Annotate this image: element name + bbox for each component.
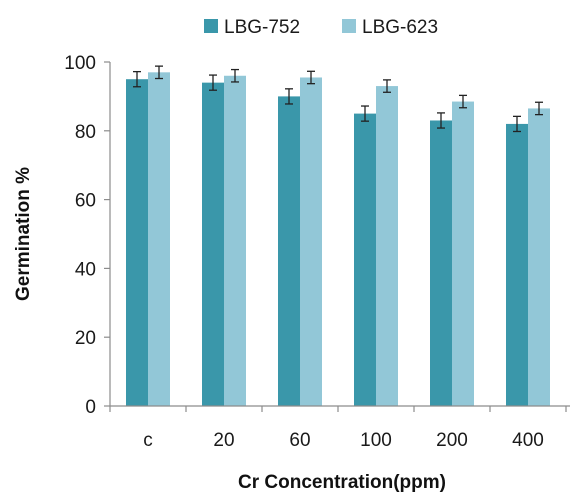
- bar-lbg-752-100: [354, 113, 376, 406]
- error-bar-lbg-623-400: [535, 101, 543, 116]
- legend-swatch-lbg-623: [342, 19, 356, 33]
- legend-swatch-lbg-752: [204, 19, 218, 33]
- error-bar-lbg-752-c: [133, 70, 141, 88]
- error-bar-lbg-752-60: [285, 88, 293, 105]
- x-tick-label-60: 60: [289, 430, 310, 451]
- bar-lbg-752-200: [430, 120, 452, 406]
- bars-group: [126, 72, 550, 407]
- axes-group: [104, 61, 570, 412]
- bar-lbg-752-c: [126, 79, 148, 406]
- bar-lbg-752-400: [506, 123, 528, 407]
- bar-lbg-623-c: [148, 72, 170, 406]
- error-bar-lbg-752-100: [361, 105, 369, 122]
- bar-lbg-752-60: [278, 96, 300, 407]
- y-tick-label-80: 80: [75, 122, 96, 143]
- error-bar-lbg-623-200: [459, 94, 467, 109]
- y-tick-label-20: 20: [75, 328, 96, 349]
- x-tick-label-100: 100: [360, 430, 392, 451]
- y-tick-label-40: 40: [75, 259, 96, 280]
- y-axis-title: Germination %: [13, 167, 34, 301]
- y-tick-labels: 0 20 40 60 80 100: [64, 53, 96, 418]
- y-tick-label-100: 100: [64, 53, 96, 74]
- x-axis-title: Cr Concentration(ppm): [238, 472, 446, 493]
- error-bar-lbg-623-60: [307, 70, 315, 85]
- error-bar-lbg-623-100: [383, 79, 391, 93]
- error-bar-lbg-752-20: [209, 74, 217, 91]
- error-bar-lbg-752-400: [513, 115, 521, 133]
- bar-lbg-623-20: [224, 75, 246, 406]
- x-tick-label-c: c: [143, 430, 153, 451]
- legend-label-lbg-752: LBG-752: [224, 17, 300, 38]
- bar-lbg-623-100: [376, 86, 398, 406]
- x-tick-label-400: 400: [512, 430, 544, 451]
- bar-lbg-623-200: [452, 101, 474, 406]
- error-bar-lbg-752-200: [437, 112, 445, 129]
- legend: LBG-752 LBG-623: [204, 17, 438, 38]
- bar-lbg-752-20: [202, 82, 224, 406]
- bar-lbg-623-60: [300, 77, 322, 406]
- y-tick-label-0: 0: [85, 397, 96, 418]
- x-tick-labels: c 20 60 100 200 400: [143, 430, 544, 451]
- error-bar-lbg-623-20: [231, 68, 239, 83]
- legend-label-lbg-623: LBG-623: [362, 17, 438, 38]
- bar-lbg-623-400: [528, 108, 550, 406]
- y-tick-label-60: 60: [75, 191, 96, 212]
- error-bars-group: [133, 65, 543, 133]
- x-tick-label-200: 200: [436, 430, 468, 451]
- x-tick-label-20: 20: [213, 430, 234, 451]
- error-bar-lbg-623-c: [155, 65, 163, 80]
